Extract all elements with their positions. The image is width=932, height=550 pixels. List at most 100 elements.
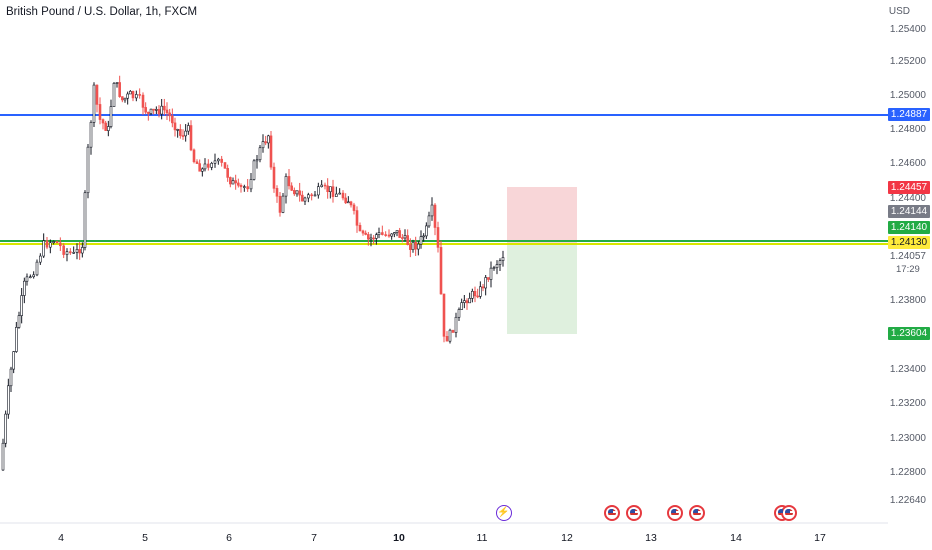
candle-body <box>62 245 65 255</box>
candle-body <box>42 240 45 257</box>
candle-body <box>1 442 5 471</box>
candle-body <box>471 290 474 299</box>
currency-label: USD <box>888 6 910 17</box>
y-tick: 1.25200 <box>889 56 926 67</box>
candle-body <box>49 242 52 248</box>
x-tick: 5 <box>142 532 148 544</box>
candle-body <box>457 309 461 318</box>
x-tick: 4 <box>58 532 64 544</box>
candle-body <box>147 111 150 114</box>
candle-body <box>198 163 201 172</box>
candle-body <box>287 176 291 187</box>
candle-body <box>341 192 345 199</box>
candle-body <box>275 188 279 197</box>
y-tick: 1.23200 <box>889 398 926 409</box>
candle-body <box>157 109 161 115</box>
y-tick: 1.25000 <box>889 90 926 101</box>
candle-body <box>476 295 479 298</box>
candle-body <box>229 177 232 185</box>
candle-body <box>203 163 207 170</box>
candle-body <box>201 168 204 172</box>
x-tick: 11 <box>476 532 488 544</box>
candle-body <box>307 194 310 199</box>
candle-body <box>89 122 93 148</box>
candle-body <box>481 286 485 289</box>
bar-countdown: 17:29 <box>896 264 920 275</box>
candle-body <box>129 91 132 95</box>
candle-body <box>323 184 327 187</box>
candle-body <box>173 122 177 131</box>
stop-loss-zone[interactable] <box>507 187 577 243</box>
candle-body <box>52 241 55 243</box>
x-tick: 14 <box>730 532 742 544</box>
y-tick: 1.23000 <box>889 433 926 444</box>
candle-body <box>454 316 458 333</box>
stop-price-tag: 1.24457 <box>888 181 930 194</box>
candle-body <box>81 247 84 254</box>
y-tick: 1.24800 <box>889 124 926 135</box>
candle-body <box>234 180 237 184</box>
candle-body <box>448 329 452 342</box>
lightning-icon[interactable]: ⚡ <box>496 505 512 521</box>
us-flag-icon[interactable] <box>781 505 797 521</box>
candle-body <box>352 204 356 211</box>
candle-body <box>473 290 477 297</box>
candle-body <box>433 204 437 228</box>
last-price-label: 1.24057 <box>889 251 926 262</box>
candle-body <box>35 261 39 276</box>
x-tick: 12 <box>561 532 573 544</box>
candle-body <box>468 298 471 304</box>
candle-body <box>258 147 262 161</box>
candle-body <box>104 122 107 131</box>
candle-body <box>338 192 341 195</box>
candle-body <box>439 247 443 295</box>
y-tick: 1.22800 <box>889 467 926 478</box>
candle-body <box>349 201 353 206</box>
candle-body <box>479 286 482 297</box>
candle-body <box>267 135 270 144</box>
candle-body <box>98 104 102 120</box>
candle-body <box>249 179 253 190</box>
candle-body <box>261 141 265 149</box>
candle-body <box>436 227 440 248</box>
candle-body <box>317 186 320 196</box>
candle-body <box>487 277 490 280</box>
candle-body <box>395 230 399 233</box>
candle-body <box>75 249 79 253</box>
candle-body <box>409 244 412 250</box>
candle-body <box>284 176 288 197</box>
candle-body <box>310 194 313 197</box>
candle-body <box>165 109 169 114</box>
candle-body <box>15 327 18 352</box>
green-price-tag: 1.24140 <box>888 221 930 234</box>
candle-body <box>59 242 62 247</box>
candle-body <box>239 184 243 188</box>
us-flag-icon[interactable] <box>689 505 705 521</box>
candle-body <box>181 135 185 137</box>
candle-body <box>195 161 199 164</box>
us-flag-icon[interactable] <box>667 505 683 521</box>
gray-price-tag: 1.24144 <box>888 205 930 218</box>
candle-body <box>375 234 378 239</box>
us-flag-icon[interactable] <box>626 505 642 521</box>
candle-body <box>465 300 469 304</box>
candle-body <box>498 260 502 265</box>
candle-body <box>115 82 119 84</box>
take-profit-zone[interactable] <box>507 243 577 334</box>
us-flag-icon[interactable] <box>604 505 620 521</box>
candle-body <box>192 149 196 163</box>
candle-body <box>25 276 29 282</box>
candle-body <box>451 329 455 333</box>
candle-body <box>361 230 365 234</box>
candle-body <box>381 232 384 235</box>
candle-body <box>7 385 10 415</box>
candle-body <box>463 300 466 303</box>
candle-body <box>501 257 505 261</box>
candle-body <box>313 194 317 197</box>
candle-body <box>298 190 301 196</box>
candle-body <box>176 129 179 131</box>
candle-body <box>223 162 227 169</box>
candle-body <box>442 293 446 337</box>
candle-body <box>335 193 338 197</box>
